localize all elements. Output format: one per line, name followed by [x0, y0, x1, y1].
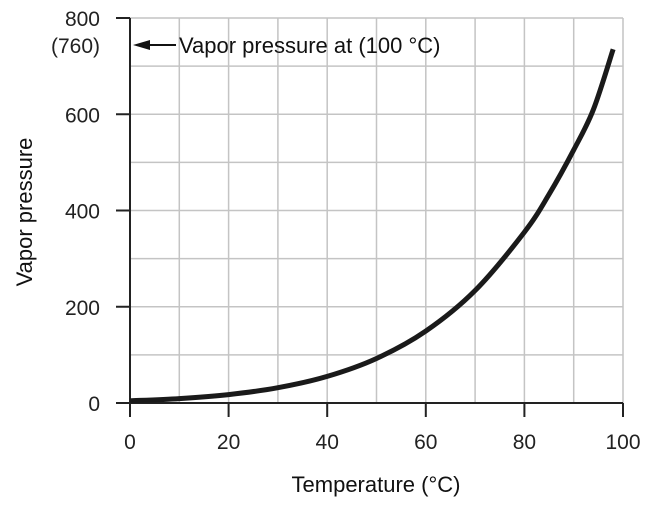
- y-tick-label: 400: [65, 201, 100, 224]
- y-tick-label: 600: [65, 104, 100, 127]
- annotation-text: Vapor pressure at (100 °C): [179, 33, 441, 58]
- axes: [116, 17, 624, 417]
- series-line: [129, 48, 616, 404]
- y-tick-label: 0: [88, 393, 100, 416]
- x-tick-label: 60: [414, 431, 437, 454]
- y-tick-label: 200: [65, 297, 100, 320]
- annotation-value-label: (760): [51, 35, 100, 58]
- annotation-arrow: [133, 40, 176, 50]
- tick-labels: 0 20 40 60 80 100 0 200 400 600 800: [65, 8, 641, 454]
- y-axis-label: Vapor pressure: [12, 138, 37, 287]
- x-axis-label: Temperature (°C): [292, 472, 461, 497]
- y-tick-label: 800: [65, 8, 100, 31]
- grid: [130, 17, 624, 403]
- x-tick-label: 100: [605, 431, 640, 454]
- x-tick-label: 20: [217, 431, 240, 454]
- x-tick-label: 80: [513, 431, 536, 454]
- x-tick-label: 40: [316, 431, 339, 454]
- x-tick-label: 0: [124, 431, 136, 454]
